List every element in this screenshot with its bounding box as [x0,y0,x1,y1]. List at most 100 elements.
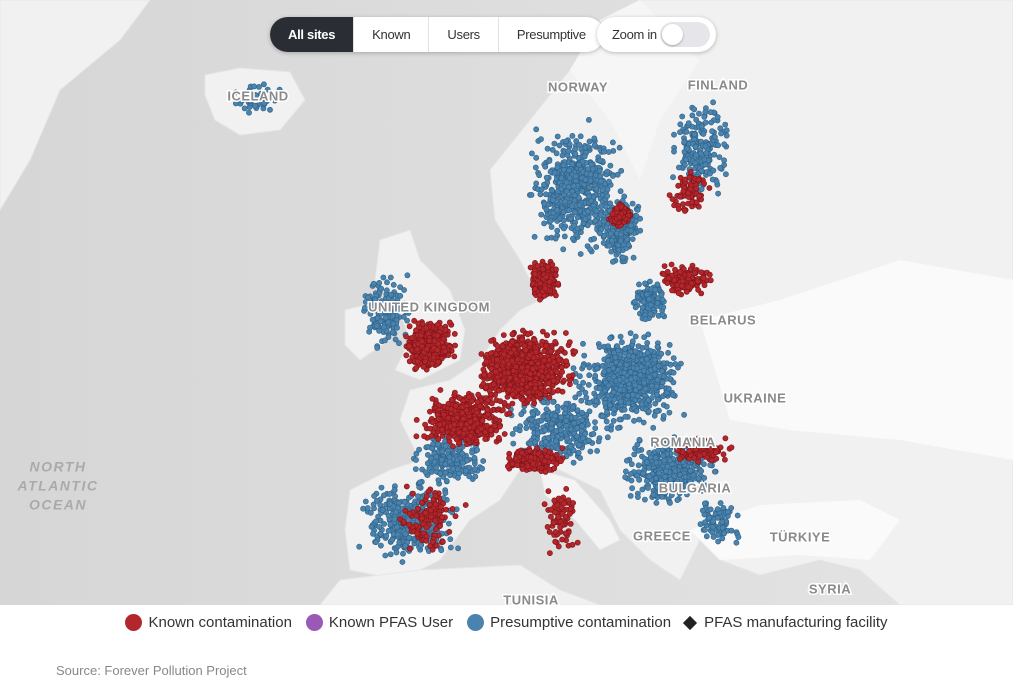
site-marker [551,329,557,336]
site-marker [701,461,707,468]
site-marker [572,209,578,216]
site-marker [429,360,435,367]
site-marker [368,523,375,530]
site-marker [699,507,706,514]
site-marker [466,473,473,480]
site-marker [552,272,559,279]
site-marker [707,109,714,116]
site-marker [523,425,530,431]
site-marker [383,532,390,539]
site-marker [692,143,699,150]
site-marker [577,455,583,461]
site-marker [596,385,603,392]
site-marker [598,178,605,185]
site-marker [627,330,634,336]
site-marker [537,191,544,198]
site-marker [383,287,390,294]
site-marker [413,457,419,463]
site-marker [589,165,596,172]
site-marker [670,392,676,398]
site-marker [551,359,557,366]
site-marker [553,438,559,444]
site-marker [561,233,568,240]
site-marker [572,394,579,401]
site-marker [480,366,487,373]
site-marker [478,351,485,357]
site-marker [582,144,589,151]
site-marker [618,167,625,174]
site-marker [372,539,379,546]
site-marker [724,508,731,515]
site-marker [524,331,531,338]
site-marker [394,324,400,331]
site-marker [651,371,658,378]
site-marker [586,399,593,406]
site-marker [658,350,665,357]
site-marker [576,202,583,208]
site-marker [376,524,383,530]
site-marker [663,403,670,410]
site-marker [707,506,714,513]
site-marker [570,404,576,411]
site-marker [500,377,507,384]
site-marker [544,332,550,339]
site-marker [687,467,694,474]
site-marker [586,184,593,191]
site-marker [640,419,647,426]
site-marker [579,158,586,165]
site-marker [618,231,624,238]
site-marker [610,139,616,146]
site-marker [617,237,624,244]
site-marker [382,552,389,559]
site-marker [451,330,458,337]
site-marker [677,129,683,136]
site-marker [548,425,555,432]
site-marker [563,358,570,365]
site-marker [671,148,677,155]
site-marker [563,400,570,407]
site-marker [666,409,673,416]
site-marker [422,358,429,365]
site-marker [647,311,654,317]
site-marker [586,138,593,145]
site-marker [529,366,536,372]
site-marker [386,491,393,497]
site-marker [576,442,583,448]
site-marker [659,368,665,375]
site-marker [422,469,429,475]
site-marker [447,544,454,551]
site-marker [551,169,558,176]
site-marker [617,333,624,340]
site-marker [495,387,502,394]
site-marker [362,498,369,505]
site-marker [616,387,623,393]
site-marker [528,191,535,198]
site-marker [632,298,638,305]
site-marker [455,545,461,552]
site-marker [634,365,641,372]
site-marker [631,417,637,424]
site-marker [377,542,384,549]
site-marker [714,114,721,120]
site-marker [631,451,638,458]
site-marker [438,547,445,554]
site-marker [715,190,721,197]
site-marker [578,427,585,434]
site-marker [378,484,385,491]
site-marker [607,200,613,207]
site-marker [660,452,666,459]
site-marker [721,157,727,164]
site-marker [671,473,678,479]
site-marker [595,438,602,445]
site-marker [523,419,530,426]
site-marker [471,454,478,461]
site-marker [488,337,494,344]
site-marker [566,167,572,174]
site-marker [698,167,705,174]
site-marker [509,430,516,437]
site-marker [388,291,394,298]
site-marker [451,353,458,360]
site-marker [667,499,673,506]
site-marker [596,344,603,350]
site-marker [609,237,616,244]
